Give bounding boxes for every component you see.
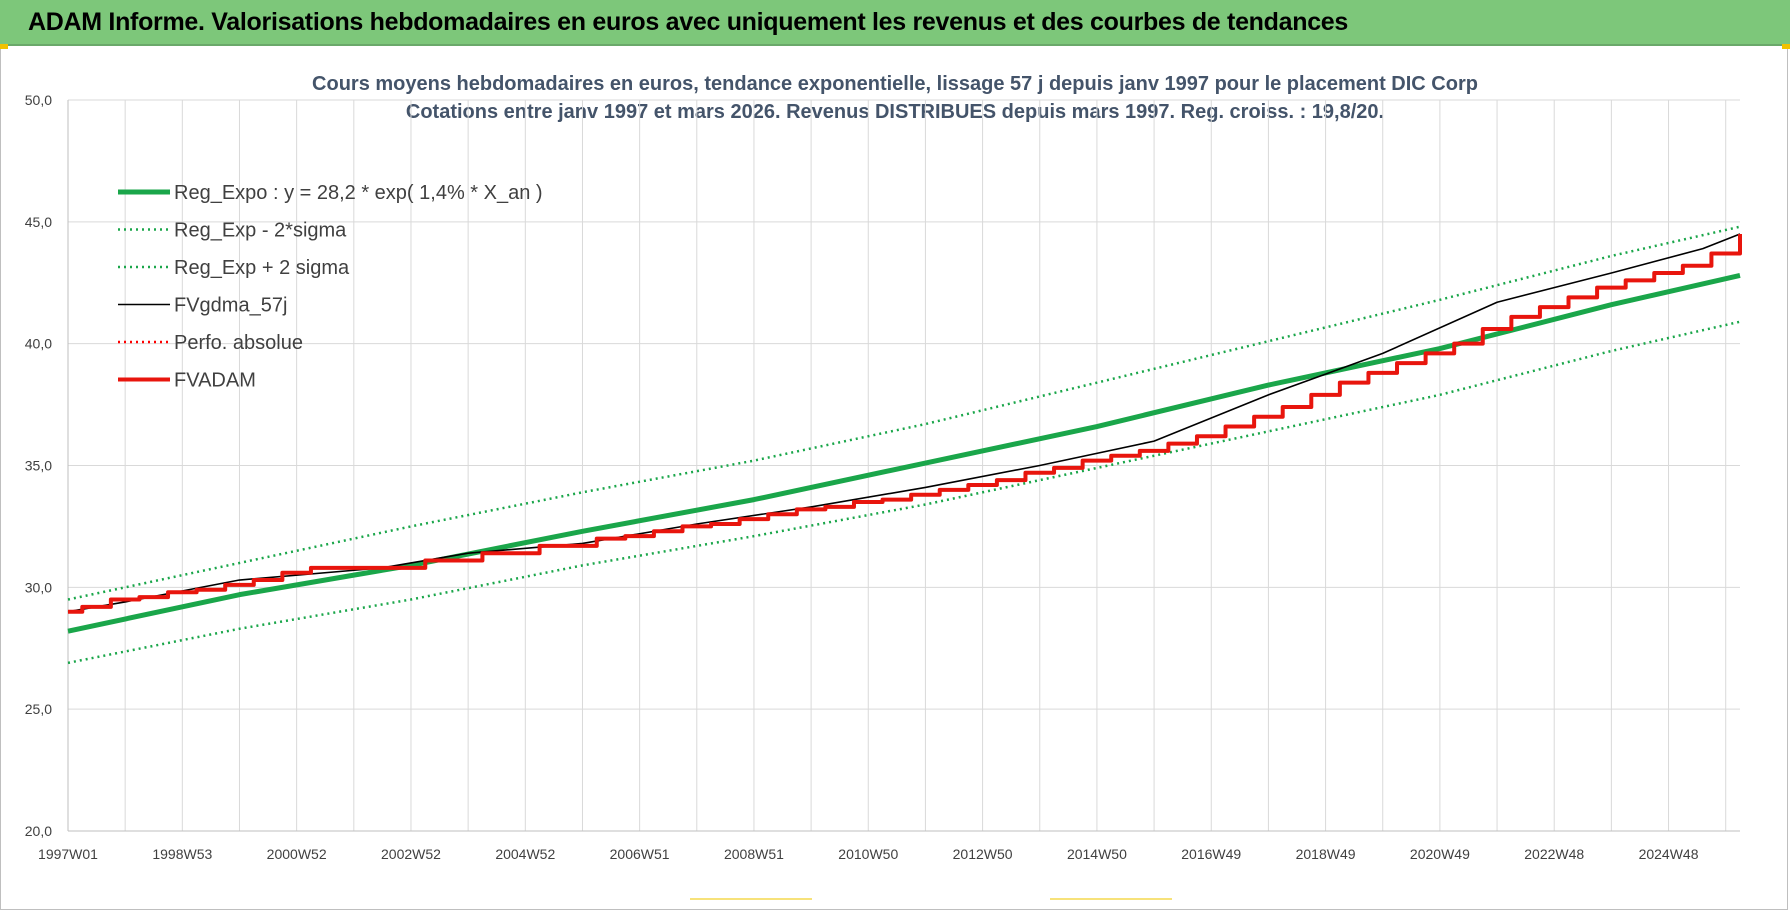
series-line-3 — [67, 233, 1741, 613]
legend-label: FVADAM — [174, 370, 256, 392]
y-tick-label: 45,0 — [25, 214, 52, 230]
series-line-0 — [67, 273, 1741, 634]
x-tick-label: 1998W53 — [152, 846, 212, 862]
decorative-underline-2 — [1050, 898, 1172, 900]
chart-title: Cours moyens hebdomadaires en euros, ten… — [0, 70, 1790, 126]
banner-title: ADAM Informe. Valorisations hebdomadaire… — [28, 8, 1349, 36]
x-tick-label: 1997W01 — [38, 846, 98, 862]
x-tick-label: 2000W52 — [267, 846, 327, 862]
series-line-1 — [67, 320, 1741, 665]
banner: ADAM Informe. Valorisations hebdomadaire… — [0, 0, 1790, 46]
y-tick-label: 25,0 — [25, 701, 52, 717]
legend-label: FVgdma_57j — [174, 295, 287, 317]
x-tick-label: 2002W52 — [381, 846, 441, 862]
y-tick-label: 30,0 — [25, 579, 52, 595]
legend-layer: Reg_Expo : y = 28,2 * exp( 1,4% * X_an )… — [118, 182, 543, 392]
x-tick-label: 2022W48 — [1524, 846, 1584, 862]
legend-label: Reg_Exp + 2 sigma — [174, 257, 350, 279]
y-tick-label: 20,0 — [25, 823, 52, 839]
x-tick-label: 2010W50 — [838, 846, 898, 862]
x-tick-label: 2020W49 — [1410, 846, 1470, 862]
legend-label: Reg_Exp - 2*sigma — [174, 220, 347, 242]
corner-marker-left — [0, 44, 8, 49]
legend-label: Reg_Expo : y = 28,2 * exp( 1,4% * X_an ) — [174, 182, 543, 204]
corner-marker-right — [1782, 44, 1790, 49]
x-tick-label: 2008W51 — [724, 846, 784, 862]
series-layer — [67, 225, 1742, 665]
chart-title-line2: Cotations entre janv 1997 et mars 2026. … — [405, 101, 1385, 123]
x-tick-label: 2016W49 — [1181, 846, 1241, 862]
y-tick-label: 40,0 — [25, 336, 52, 352]
legend-label: Perfo. absolue — [174, 332, 303, 354]
x-tick-label: 2006W51 — [610, 846, 670, 862]
x-tick-label: 2004W52 — [495, 846, 555, 862]
series-line-5 — [68, 234, 1742, 614]
x-tick-label: 2018W49 — [1296, 846, 1356, 862]
series-line-2 — [67, 225, 1741, 601]
x-tick-label: 2024W48 — [1639, 846, 1699, 862]
y-tick-label: 50,0 — [25, 92, 52, 108]
y-tick-label: 35,0 — [25, 458, 52, 474]
chart-title-line1: Cours moyens hebdomadaires en euros, ten… — [312, 73, 1478, 95]
decorative-underline-1 — [690, 898, 812, 900]
x-tick-label: 2012W50 — [953, 846, 1013, 862]
x-tick-label: 2014W50 — [1067, 846, 1127, 862]
axis-layer: 20,0 25,0 30,0 35,0 40,0 45,0 50,0 1997W01 1998W… — [25, 92, 1740, 862]
